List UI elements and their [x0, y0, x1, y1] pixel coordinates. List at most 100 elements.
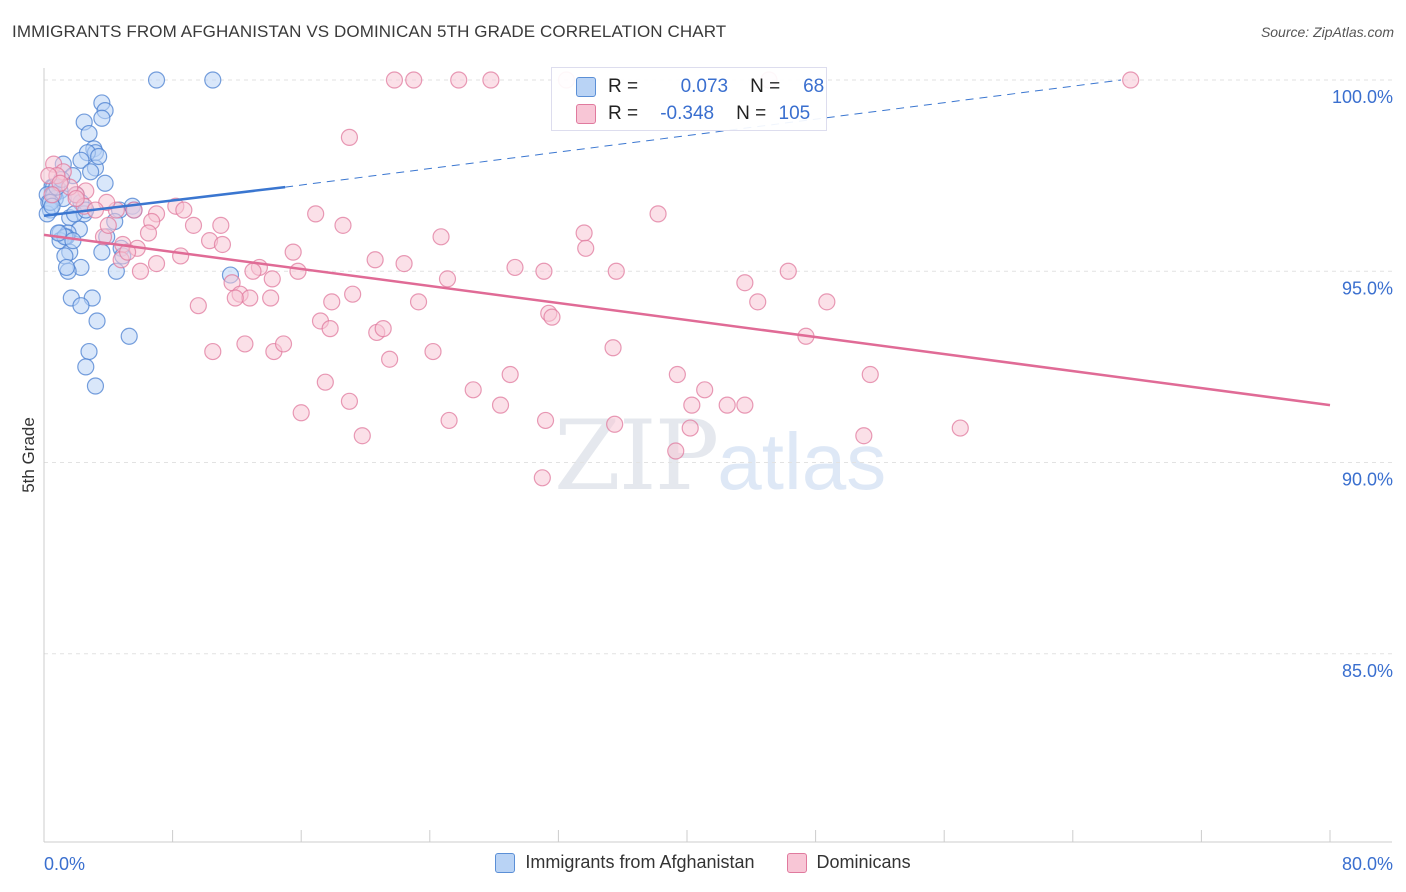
point-dominicans	[244, 262, 262, 280]
point-dominicans	[535, 262, 553, 280]
point-dominicans	[440, 411, 458, 430]
point-dominicans	[212, 216, 230, 234]
point-dominicans	[718, 396, 736, 414]
point-afghanistan	[82, 163, 100, 181]
point-dominicans	[292, 404, 310, 422]
point-dominicans	[353, 427, 371, 445]
r-value: -0.348	[660, 103, 715, 124]
point-dominicans	[749, 293, 767, 311]
point-dominicans	[501, 365, 519, 384]
point-dominicans	[405, 71, 423, 89]
legend-label-dominicans: Dominicans	[816, 852, 911, 872]
point-afghanistan	[77, 358, 95, 376]
point-dominicans	[381, 350, 399, 368]
point-dominicans	[424, 342, 442, 361]
legend-item-afghanistan: Immigrants from Afghanistan	[495, 852, 755, 873]
point-dominicans	[533, 469, 551, 487]
point-dominicans	[147, 255, 166, 273]
point-dominicans	[385, 71, 404, 89]
point-dominicans	[284, 243, 302, 261]
point-dominicans	[855, 427, 873, 445]
chart-title: IMMIGRANTS FROM AFGHANISTAN VS DOMINICAN…	[12, 22, 727, 41]
point-afghanistan	[147, 71, 166, 89]
r-value: 0.073	[680, 76, 729, 97]
point-dominicans	[696, 381, 714, 399]
stats-row-afghanistan: R = 0.073 N = 68	[552, 73, 824, 101]
point-dominicans	[861, 365, 879, 384]
legend-swatch-afghanistan	[495, 852, 516, 873]
point-dominicans	[464, 381, 482, 399]
point-dominicans	[606, 415, 624, 433]
trendline-afghanistan	[43, 185, 286, 218]
point-dominicans	[683, 396, 701, 414]
point-dominicans	[139, 224, 158, 242]
point-afghanistan	[90, 147, 108, 166]
y-tick-label: 90.0%	[1342, 470, 1393, 490]
legend-label-afghanistan: Immigrants from Afghanistan	[525, 852, 755, 872]
point-dominicans	[172, 247, 190, 265]
stats-swatch-dominicans	[576, 104, 596, 124]
point-afghanistan	[120, 327, 138, 345]
y-tick-label: 100.0%	[1332, 87, 1393, 107]
point-dominicans	[543, 308, 561, 326]
point-afghanistan	[72, 151, 90, 169]
point-dominicans	[131, 262, 150, 280]
point-afghanistan	[80, 342, 98, 361]
trendline-dominicans	[43, 233, 1331, 407]
n-value: 105	[778, 103, 811, 124]
point-dominicans	[450, 71, 468, 89]
point-dominicans	[818, 293, 836, 311]
legend: Immigrants from Afghanistan Dominicans	[0, 852, 1406, 873]
point-afghanistan	[96, 174, 114, 192]
point-dominicans	[432, 228, 450, 246]
point-dominicans	[334, 216, 352, 234]
point-dominicans	[395, 255, 413, 273]
point-dominicans	[99, 216, 117, 234]
point-dominicans	[226, 289, 244, 307]
n-value: 68	[803, 76, 825, 97]
x-tick-label: 80.0%	[1342, 854, 1393, 874]
point-dominicans	[340, 128, 359, 146]
watermark-zip: ZIP	[554, 400, 719, 512]
source-label: Source: ZipAtlas.com	[1260, 24, 1394, 40]
legend-item-dominicans: Dominicans	[786, 852, 911, 873]
point-dominicans	[374, 320, 392, 338]
y-tick-label: 85.0%	[1342, 661, 1393, 681]
point-afghanistan	[80, 124, 98, 143]
point-dominicans	[175, 201, 193, 219]
trendline-afghanistan-extension	[285, 79, 1122, 188]
point-dominicans	[204, 342, 222, 361]
point-dominicans	[667, 442, 685, 460]
point-afghanistan	[88, 312, 106, 330]
point-dominicans	[607, 262, 625, 280]
point-dominicans	[118, 243, 137, 261]
point-dominicans	[241, 289, 259, 307]
point-dominicans	[577, 239, 595, 257]
stats-swatch-afghanistan	[576, 77, 596, 97]
point-dominicans	[344, 285, 362, 303]
r-label: R =	[608, 76, 639, 97]
point-dominicans	[536, 411, 555, 430]
point-dominicans	[289, 262, 307, 280]
point-afghanistan	[72, 297, 90, 315]
legend-swatch-dominicans	[786, 852, 807, 873]
point-dominicans	[438, 270, 457, 288]
n-label: N =	[736, 103, 767, 124]
point-dominicans	[951, 419, 969, 437]
point-dominicans	[262, 289, 280, 307]
point-dominicans	[668, 365, 686, 384]
point-dominicans	[506, 258, 524, 277]
point-dominicans	[779, 262, 797, 280]
point-dominicans	[366, 251, 384, 269]
stats-legend: R = 0.073 N = 68 R = -0.348 N = 105	[551, 67, 827, 131]
point-dominicans	[321, 320, 339, 338]
point-dominicans	[316, 373, 334, 391]
point-afghanistan	[93, 109, 111, 127]
point-dominicans	[1122, 71, 1140, 89]
stats-row-dominicans: R = -0.348 N = 105	[552, 100, 810, 128]
point-dominicans	[189, 297, 207, 315]
point-dominicans	[307, 205, 325, 223]
point-dominicans	[67, 189, 85, 208]
point-afghanistan	[93, 243, 111, 261]
